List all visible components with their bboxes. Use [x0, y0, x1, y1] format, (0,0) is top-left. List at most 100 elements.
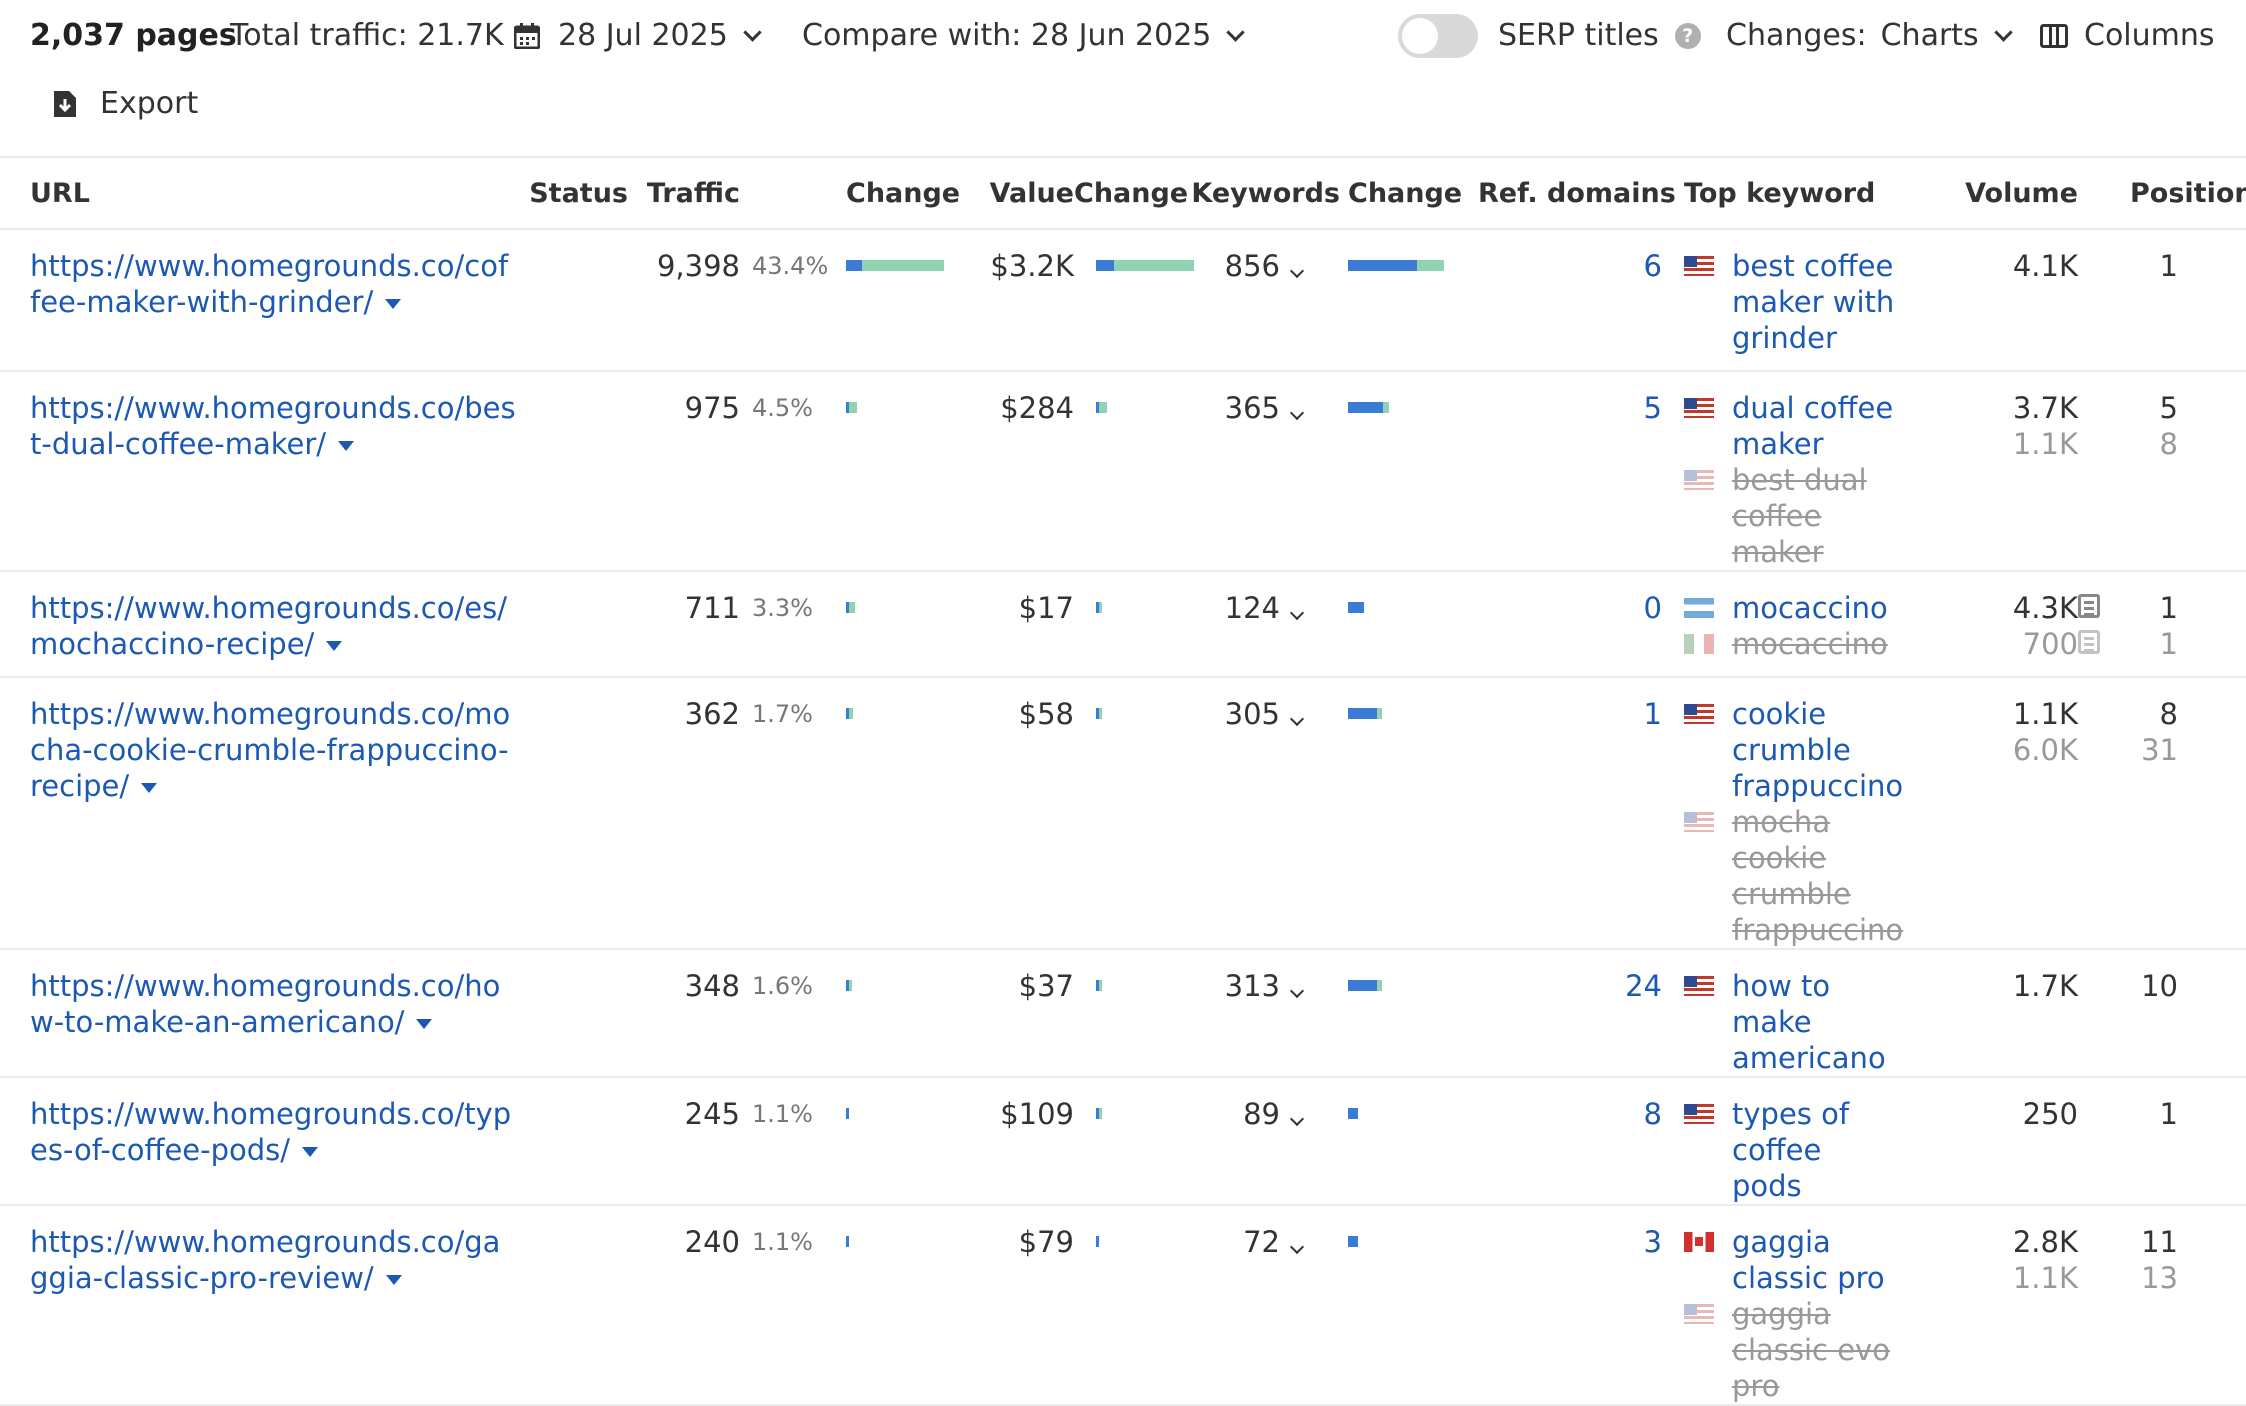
url-link[interactable]: https://www.homegrounds.co/types-of-coff… [30, 1097, 512, 1167]
previous-keyword: best dual coffee maker [1732, 463, 1867, 569]
col-value-change[interactable]: Change [1074, 156, 1190, 230]
help-icon[interactable]: ? [1674, 23, 1701, 49]
columns-button[interactable]: Columns [2040, 14, 2215, 58]
position-cell: 8 31 [2078, 677, 2246, 950]
bar-segment [849, 708, 853, 719]
ref-domains-link[interactable]: 3 [1478, 1205, 1662, 1406]
caret-down-icon[interactable] [302, 1147, 319, 1157]
bar-segment [1096, 980, 1099, 991]
top-keyword-link[interactable]: types of coffee pods [1732, 1097, 1850, 1203]
export-button[interactable]: Export [52, 82, 198, 126]
top-keyword-link[interactable]: how to make americano [1732, 969, 1886, 1075]
chevron-down-icon [1289, 1111, 1305, 1127]
table-row: https://www.homegrounds.co/mocha-cookie-… [0, 677, 2246, 950]
bar-segment [1096, 1236, 1099, 1247]
col-status[interactable]: Status [528, 156, 628, 230]
top-keyword-cell: best coffee maker with grinder [1662, 229, 1898, 372]
value-cell: $109 [958, 1077, 1074, 1206]
url-link[interactable]: https://www.homegrounds.co/how-to-make-a… [30, 969, 501, 1039]
ref-domains-link[interactable]: 8 [1478, 1077, 1662, 1206]
ref-domains-link[interactable]: 6 [1478, 229, 1662, 372]
caret-down-icon[interactable] [416, 1019, 433, 1029]
url-link[interactable]: https://www.homegrounds.co/coffee-maker-… [30, 249, 509, 319]
col-traffic-change[interactable]: Change [846, 156, 960, 230]
value-cell: $3.2K [958, 229, 1074, 372]
top-keyword-link[interactable]: gaggia classic pro [1732, 1225, 1885, 1295]
top-keyword-link[interactable]: dual coffee maker [1732, 391, 1894, 461]
bar-segment [846, 260, 862, 271]
url-link[interactable]: https://www.homegrounds.co/gaggia-classi… [30, 1225, 501, 1295]
flag-us-icon [1684, 256, 1714, 276]
keywords-cell[interactable]: 365 [1190, 371, 1340, 572]
top-keyword-cell: types of coffee pods [1662, 1077, 1898, 1206]
col-top-keyword[interactable]: Top keyword [1662, 156, 1898, 230]
volume-cell: 4.1K [1898, 229, 2078, 372]
col-url[interactable]: URL [0, 156, 528, 230]
col-traffic[interactable]: Traffic [628, 156, 740, 230]
compare-picker[interactable]: Compare with: 28 Jun 2025 [802, 14, 1246, 58]
caret-down-icon[interactable] [326, 641, 343, 651]
ref-domains-link[interactable]: 5 [1478, 371, 1662, 572]
keywords-cell[interactable]: 856 [1190, 229, 1340, 372]
url-link[interactable]: https://www.homegrounds.co/es/mochaccino… [30, 591, 507, 661]
flag-ar-icon [1684, 598, 1714, 618]
bar-segment [849, 402, 857, 413]
value-change-cell [1074, 371, 1190, 572]
bar-segment [1096, 402, 1099, 413]
status-cell [528, 1077, 628, 1206]
keyword-line: dual coffee maker [1684, 390, 1898, 462]
date-picker[interactable]: 28 Jul 2025 [514, 14, 762, 58]
url-cell: https://www.homegrounds.co/coffee-maker-… [0, 229, 528, 372]
keywords-change-bar [1348, 402, 1446, 413]
top-keyword-link[interactable]: best coffee maker with grinder [1732, 249, 1895, 355]
keywords-count: 313 [1224, 969, 1280, 1003]
caret-down-icon[interactable] [385, 1275, 402, 1285]
keywords-cell[interactable]: 72 [1190, 1205, 1340, 1406]
bar-segment [861, 260, 944, 271]
volume-previous: 6.0K [2012, 733, 2078, 767]
keywords-change-cell [1340, 949, 1478, 1078]
keywords-cell[interactable]: 89 [1190, 1077, 1340, 1206]
traffic-share: 43.4% [740, 229, 846, 372]
col-value[interactable]: Value [958, 156, 1074, 230]
volume-value: 3.7K [2012, 391, 2078, 425]
col-position[interactable]: Position [2078, 156, 2246, 230]
caret-down-icon[interactable] [338, 441, 355, 451]
url-link[interactable]: https://www.homegrounds.co/best-dual-cof… [30, 391, 516, 461]
volume-previous: 1.1K [2012, 427, 2078, 461]
position-value: 8 [2159, 697, 2178, 731]
caret-down-icon[interactable] [141, 783, 158, 793]
keywords-cell[interactable]: 305 [1190, 677, 1340, 950]
serp-feature-icon[interactable] [2078, 594, 2100, 618]
changes-dropdown[interactable]: Changes: Charts [1726, 14, 2013, 58]
position-previous: 8 [2159, 427, 2178, 461]
keywords-cell[interactable]: 124 [1190, 571, 1340, 678]
top-keyword-link[interactable]: cookie crumble frappuccino [1732, 697, 1904, 803]
keywords-cell[interactable]: 313 [1190, 949, 1340, 1078]
status-cell [528, 571, 628, 678]
serp-feature-icon[interactable] [2078, 630, 2100, 654]
url-link[interactable]: https://www.homegrounds.co/mocha-cookie-… [30, 697, 511, 803]
toggle-knob [1402, 18, 1438, 54]
volume-cell: 1.7K [1898, 949, 2078, 1078]
keyword-line: how to make americano [1684, 968, 1898, 1076]
top-keyword-link[interactable]: mocaccino [1732, 591, 1888, 625]
keyword-line: mocaccino [1684, 590, 1898, 626]
caret-down-icon[interactable] [385, 299, 402, 309]
traffic-share: 1.7% [740, 677, 846, 950]
pages-table: URL Status Traffic Change Value Change K… [0, 156, 2246, 1406]
volume-value: 250 [2022, 1097, 2078, 1131]
bar-segment [1096, 1108, 1099, 1119]
bar-segment [1113, 260, 1194, 271]
col-keywords-change[interactable]: Change [1340, 156, 1478, 230]
ref-domains-link[interactable]: 24 [1478, 949, 1662, 1078]
ref-domains-link[interactable]: 1 [1478, 677, 1662, 950]
col-volume[interactable]: Volume [1898, 156, 2078, 230]
serp-titles-toggle[interactable] [1398, 14, 1478, 58]
bar-segment [1096, 708, 1099, 719]
col-ref-domains[interactable]: Ref. domains [1478, 156, 1676, 230]
flag-ca-icon [1684, 1232, 1714, 1252]
ref-domains-link[interactable]: 0 [1478, 571, 1662, 678]
col-keywords[interactable]: Keywords [1190, 156, 1340, 230]
